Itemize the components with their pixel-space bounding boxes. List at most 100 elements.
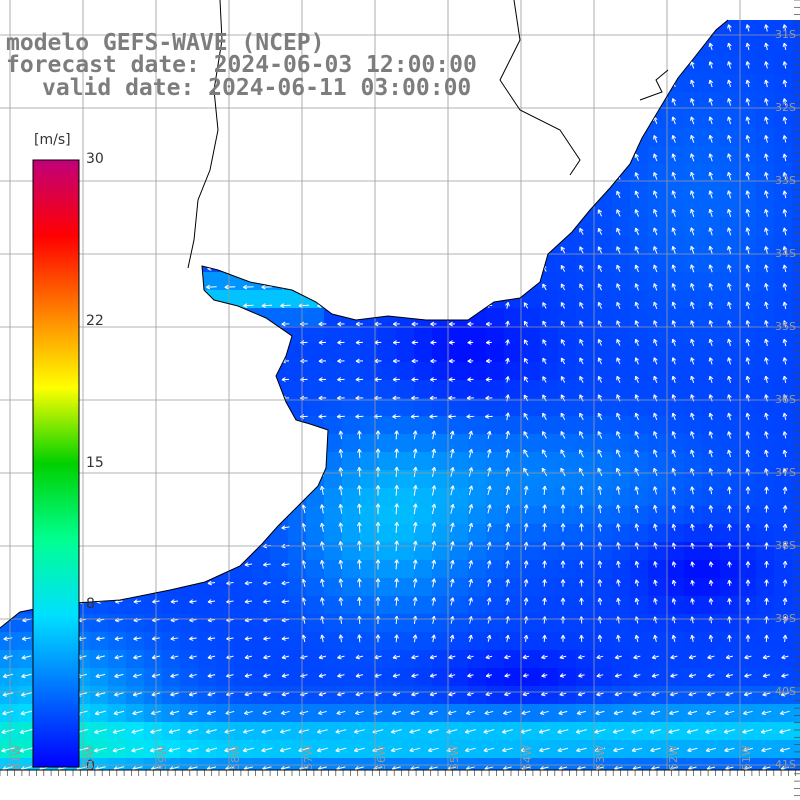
speed-cell	[396, 704, 415, 723]
longitude-label: 58W	[228, 745, 242, 770]
speed-cell	[486, 308, 505, 327]
wind-arrow	[560, 116, 566, 124]
speed-cell	[324, 218, 343, 237]
speed-cell	[630, 488, 649, 507]
wind-arrow	[209, 468, 214, 476]
speed-cell	[486, 398, 505, 417]
speed-cell	[576, 614, 595, 633]
speed-cell	[486, 668, 505, 687]
speed-cell	[576, 434, 595, 453]
speed-cell	[702, 326, 721, 345]
speed-cell	[558, 20, 577, 39]
speed-cell	[612, 632, 631, 651]
wind-arrow	[22, 525, 31, 530]
speed-cell	[756, 38, 775, 57]
wind-arrow	[243, 284, 254, 290]
speed-cell	[648, 488, 667, 507]
speed-cell	[756, 452, 775, 471]
speed-cell	[378, 560, 397, 579]
wind-arrow	[560, 283, 566, 291]
wind-arrow	[22, 155, 31, 160]
wind-arrow	[597, 116, 603, 124]
speed-cell	[720, 218, 739, 237]
speed-cell	[792, 758, 800, 770]
wind-arrow	[764, 301, 769, 310]
speed-cell	[108, 614, 127, 633]
wind-arrow	[261, 284, 273, 290]
speed-cell	[342, 182, 361, 201]
speed-cell	[702, 704, 721, 723]
wind-arrow	[135, 486, 140, 495]
speed-cell	[612, 686, 631, 705]
speed-cell	[234, 182, 253, 201]
speed-cell	[756, 632, 775, 651]
speed-cell	[288, 452, 307, 471]
speed-cell	[360, 506, 379, 525]
speed-cell	[666, 632, 685, 651]
wind-arrow	[169, 284, 180, 290]
speed-cell	[342, 254, 361, 273]
speed-cell	[792, 128, 800, 147]
speed-cell	[576, 722, 595, 741]
speed-cell	[576, 290, 595, 309]
wind-arrow	[542, 191, 547, 198]
speed-cell	[504, 272, 523, 291]
speed-cell	[720, 488, 739, 507]
speed-cell	[468, 506, 487, 525]
wind-arrow	[113, 284, 125, 290]
speed-cell	[144, 506, 163, 525]
speed-cell	[216, 578, 235, 597]
speed-cell	[630, 308, 649, 327]
wind-arrow	[337, 358, 345, 364]
wind-arrow	[337, 377, 345, 382]
speed-cell	[126, 416, 145, 435]
speed-cell	[666, 254, 685, 273]
speed-cell	[702, 398, 721, 417]
speed-cell	[0, 200, 19, 219]
wind-arrow	[189, 247, 197, 253]
wind-arrow	[244, 155, 253, 160]
speed-cell	[180, 362, 199, 381]
speed-cell	[540, 56, 559, 75]
wind-arrow	[745, 98, 751, 106]
wind-arrow	[392, 173, 401, 179]
longitude-label: 51W	[739, 745, 753, 770]
speed-cell	[756, 56, 775, 75]
speed-cell	[108, 254, 127, 273]
speed-cell	[378, 722, 397, 741]
speed-cell	[180, 596, 199, 615]
wind-arrow	[190, 449, 196, 458]
wind-arrow	[115, 580, 123, 586]
speed-cell	[0, 650, 19, 669]
wind-arrow	[4, 136, 12, 142]
speed-cell	[756, 398, 775, 417]
wind-arrow	[172, 468, 177, 476]
wind-arrow	[41, 118, 49, 123]
wind-arrow	[244, 358, 253, 364]
wind-arrow	[337, 173, 345, 179]
wind-arrow	[24, 486, 29, 495]
speed-cell	[648, 218, 667, 237]
wind-arrow	[745, 79, 751, 88]
speed-cell	[558, 470, 577, 489]
latitude-label: 37S	[775, 466, 796, 479]
speed-cell	[648, 452, 667, 471]
speed-cell	[270, 596, 289, 615]
speed-cell	[450, 470, 469, 489]
speed-cell	[468, 380, 487, 399]
speed-cell	[702, 308, 721, 327]
speed-cell	[720, 236, 739, 255]
speed-cell	[450, 380, 469, 399]
wind-arrow	[244, 266, 253, 271]
wind-arrow	[374, 173, 382, 179]
wind-arrow	[542, 357, 547, 365]
wind-arrow	[690, 283, 695, 291]
speed-cell	[738, 560, 757, 579]
speed-cell	[630, 272, 649, 291]
speed-cell	[666, 434, 685, 453]
speed-cell	[252, 488, 271, 507]
speed-cell	[306, 686, 325, 705]
speed-cell	[684, 362, 703, 381]
speed-cell	[558, 434, 577, 453]
wind-arrow	[653, 98, 658, 106]
